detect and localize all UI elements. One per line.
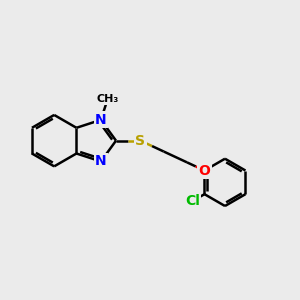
Text: N: N: [95, 113, 107, 127]
Text: O: O: [199, 164, 210, 178]
Text: CH₃: CH₃: [97, 94, 119, 104]
Text: N: N: [95, 154, 107, 168]
Text: Cl: Cl: [185, 194, 200, 208]
Text: S: S: [135, 134, 146, 148]
